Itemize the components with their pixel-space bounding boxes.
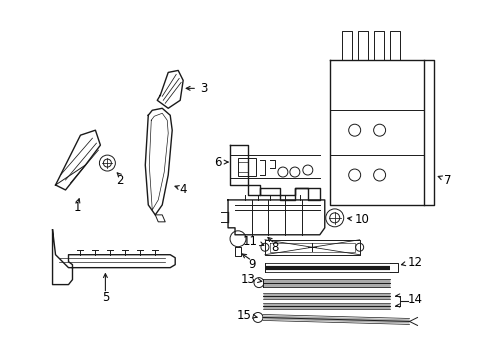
Text: 1: 1 — [74, 201, 81, 215]
Text: 12: 12 — [407, 256, 422, 269]
Text: 11: 11 — [243, 235, 258, 248]
Text: 13: 13 — [241, 273, 255, 286]
Text: 3: 3 — [200, 82, 207, 95]
Bar — [238, 158, 255, 176]
Text: 4: 4 — [179, 184, 186, 197]
Text: 5: 5 — [102, 291, 109, 304]
Text: 14: 14 — [407, 293, 422, 306]
Text: 8: 8 — [271, 241, 278, 254]
Text: 6: 6 — [214, 156, 222, 168]
Text: 7: 7 — [444, 174, 451, 186]
Text: 15: 15 — [237, 309, 251, 322]
Text: 9: 9 — [248, 258, 255, 271]
Text: 2: 2 — [116, 174, 124, 186]
Text: 10: 10 — [354, 213, 369, 226]
Bar — [238, 162, 247, 172]
